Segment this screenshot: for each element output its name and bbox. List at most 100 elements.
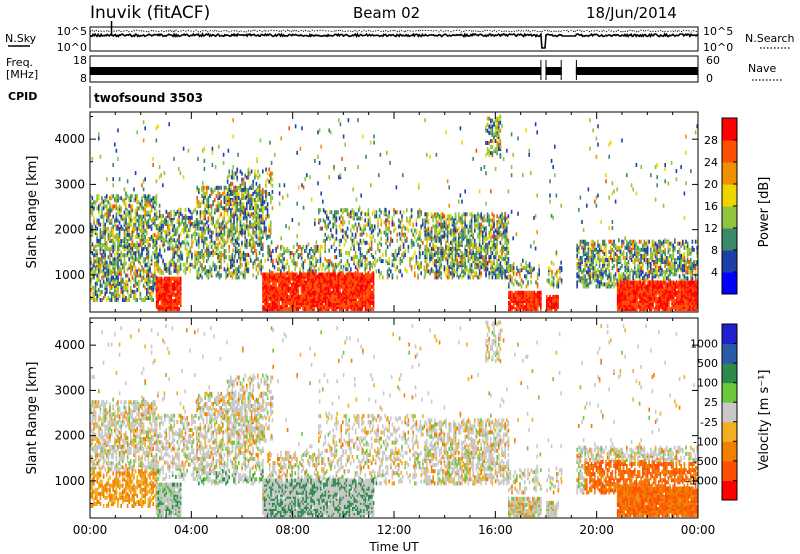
echo-cell	[502, 230, 505, 235]
echo-cell	[364, 218, 366, 223]
echo-cell	[345, 232, 347, 237]
echo-cell	[189, 228, 192, 233]
echo-cell	[432, 214, 434, 219]
echo-cell	[255, 173, 258, 178]
echo-cell	[278, 261, 281, 266]
echo-cell	[176, 248, 179, 253]
echo-cell	[454, 251, 457, 255]
echo-cell	[114, 244, 116, 249]
echo-cell	[448, 220, 450, 224]
echo-cell	[184, 213, 187, 218]
echo-cell	[608, 249, 610, 254]
echo-cell	[664, 276, 666, 281]
echo-cell	[602, 260, 604, 264]
echo-cell	[218, 196, 221, 200]
echo-cell	[112, 214, 114, 219]
echo-cell	[302, 261, 305, 266]
echo-cell	[168, 266, 171, 271]
echo-cell	[486, 151, 489, 156]
echo-cell	[159, 226, 161, 231]
echo-cell	[491, 244, 494, 249]
echo-cell	[268, 167, 270, 172]
echo-cell	[96, 232, 98, 237]
echo-cell	[154, 232, 156, 237]
nsearch-trace	[89, 29, 699, 33]
echo-cell	[255, 253, 258, 257]
echo-cell	[112, 239, 114, 243]
echo-cell	[260, 208, 262, 213]
echo-cell	[178, 213, 180, 218]
echo-cell	[255, 265, 258, 270]
echo-cell	[429, 242, 431, 247]
echo-cell	[236, 198, 238, 202]
echo-cell	[470, 255, 473, 260]
echo-cell	[499, 224, 502, 229]
echo-cell	[260, 259, 262, 264]
echo-cell	[117, 226, 119, 231]
echo-cell	[338, 242, 341, 247]
echo-cell	[218, 222, 221, 227]
echo-cell	[438, 263, 441, 268]
echo-cell	[93, 228, 95, 233]
echo-cell	[130, 198, 132, 203]
echo-cell	[278, 201, 281, 206]
echo-cell	[322, 208, 325, 213]
echo-cell	[125, 261, 127, 266]
echo-cell	[244, 181, 246, 186]
echo-cell	[502, 234, 505, 239]
echo-cell	[203, 252, 206, 257]
echo-cell	[109, 220, 111, 225]
echo-cell	[130, 261, 132, 266]
echo-cell	[590, 272, 593, 277]
echo-cell	[496, 259, 498, 264]
echo-cell	[231, 271, 234, 276]
echo-cell	[201, 210, 203, 215]
echo-cell	[670, 268, 673, 273]
echo-cell	[382, 275, 384, 280]
echo-cell	[597, 284, 599, 289]
echo-cell	[340, 208, 342, 213]
echo-cell	[203, 167, 206, 171]
echo-cell	[238, 185, 240, 190]
echo-cell	[608, 278, 610, 283]
echo-cell	[477, 263, 479, 268]
echo-cell	[133, 243, 135, 248]
echo-cell	[458, 212, 460, 217]
echo-cell	[254, 222, 256, 227]
echo-cell	[402, 251, 405, 255]
echo-cell	[582, 245, 585, 250]
echo-cell	[474, 216, 476, 221]
echo-cell	[276, 255, 279, 260]
echo-cell	[461, 214, 463, 219]
echo-cell	[246, 175, 248, 180]
echo-cell	[451, 261, 454, 266]
echo-cell	[366, 222, 368, 227]
echo-cell	[494, 242, 497, 247]
echo-cell	[141, 226, 143, 231]
echo-cell	[438, 273, 441, 278]
echo-cell	[443, 253, 446, 257]
echo-cell	[427, 263, 430, 268]
echo-cell	[147, 220, 150, 225]
echo-cell	[359, 246, 362, 251]
echo-cell	[364, 263, 366, 268]
echo-cell	[339, 122, 342, 127]
echo-cell	[694, 260, 697, 264]
echo-cell	[286, 193, 289, 198]
echo-cell	[268, 251, 271, 255]
echo-cell	[587, 270, 590, 275]
echo-cell	[276, 244, 279, 249]
echo-cell	[265, 226, 267, 231]
echo-cell	[218, 257, 221, 262]
echo-cell	[506, 261, 508, 266]
echo-cell	[128, 249, 130, 254]
echo-cell	[204, 191, 206, 196]
echo-cell	[458, 226, 460, 231]
echo-cell	[491, 218, 494, 223]
echo-cell	[242, 177, 245, 182]
echo-cell	[98, 277, 100, 282]
echo-cell	[672, 245, 674, 250]
echo-cell	[196, 269, 198, 274]
echo-cell	[112, 291, 114, 296]
echo-cell	[198, 187, 200, 192]
